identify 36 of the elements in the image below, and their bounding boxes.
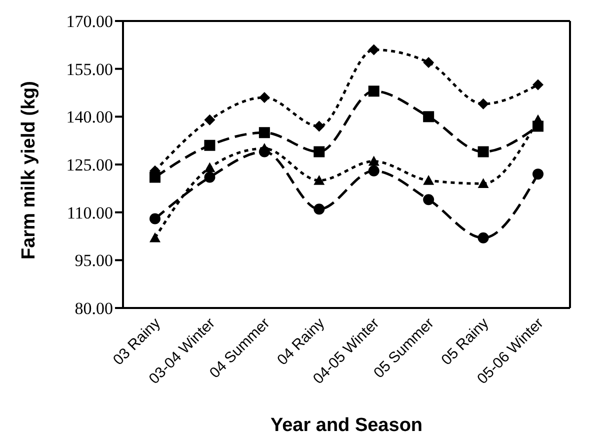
x-axis-title: Year and Season [270, 415, 423, 436]
point [258, 92, 270, 104]
point [532, 168, 544, 180]
y-tick-label: 95.00 [74, 251, 113, 270]
y-tick-label: 140.00 [66, 108, 113, 127]
point [423, 174, 434, 185]
point [204, 114, 216, 126]
point [478, 232, 489, 244]
y-axis-title: Farm milk yield (kg) [18, 81, 40, 260]
point [478, 98, 489, 110]
point [204, 172, 216, 183]
y-tick-label: 170.00 [66, 12, 113, 32]
point [368, 86, 380, 97]
point [258, 127, 270, 138]
point [204, 140, 216, 151]
point [423, 111, 434, 122]
point [314, 146, 325, 158]
y-tick-label: 125.00 [66, 156, 113, 175]
point [314, 120, 325, 132]
point [314, 204, 325, 215]
y-tick-label: 110.00 [66, 203, 113, 222]
point [478, 178, 489, 188]
point [314, 174, 325, 185]
point [532, 120, 544, 132]
point [150, 232, 160, 242]
y-tick-label: 155.00 [66, 60, 113, 79]
y-tick-label: 80.00 [74, 299, 113, 318]
point [423, 56, 434, 68]
point [423, 194, 434, 206]
point [478, 146, 489, 158]
point [204, 162, 216, 172]
point [532, 79, 544, 90]
point [368, 156, 380, 166]
point [150, 213, 160, 224]
point [368, 44, 380, 56]
point [368, 165, 380, 176]
